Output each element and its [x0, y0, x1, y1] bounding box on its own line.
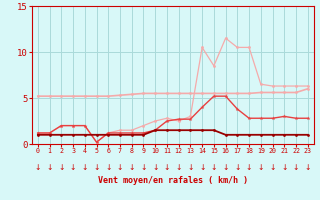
Text: ↓: ↓	[258, 163, 264, 172]
Text: ↓: ↓	[199, 163, 205, 172]
Text: ↓: ↓	[35, 163, 41, 172]
Text: ↓: ↓	[93, 163, 100, 172]
Text: ↓: ↓	[293, 163, 299, 172]
Text: ↓: ↓	[164, 163, 170, 172]
Text: ↓: ↓	[234, 163, 241, 172]
Text: ↓: ↓	[129, 163, 135, 172]
Text: ↓: ↓	[187, 163, 194, 172]
Text: ↓: ↓	[175, 163, 182, 172]
Text: ↓: ↓	[281, 163, 287, 172]
Text: ↓: ↓	[70, 163, 76, 172]
Text: ↓: ↓	[82, 163, 88, 172]
Text: ↓: ↓	[152, 163, 158, 172]
Text: ↓: ↓	[46, 163, 53, 172]
Text: ↓: ↓	[222, 163, 229, 172]
Text: ↓: ↓	[211, 163, 217, 172]
Text: ↓: ↓	[58, 163, 65, 172]
Text: ↓: ↓	[117, 163, 123, 172]
Text: ↓: ↓	[105, 163, 111, 172]
Text: ↓: ↓	[140, 163, 147, 172]
Text: ↓: ↓	[269, 163, 276, 172]
Text: ↓: ↓	[246, 163, 252, 172]
X-axis label: Vent moyen/en rafales ( km/h ): Vent moyen/en rafales ( km/h )	[98, 176, 248, 185]
Text: ↓: ↓	[305, 163, 311, 172]
